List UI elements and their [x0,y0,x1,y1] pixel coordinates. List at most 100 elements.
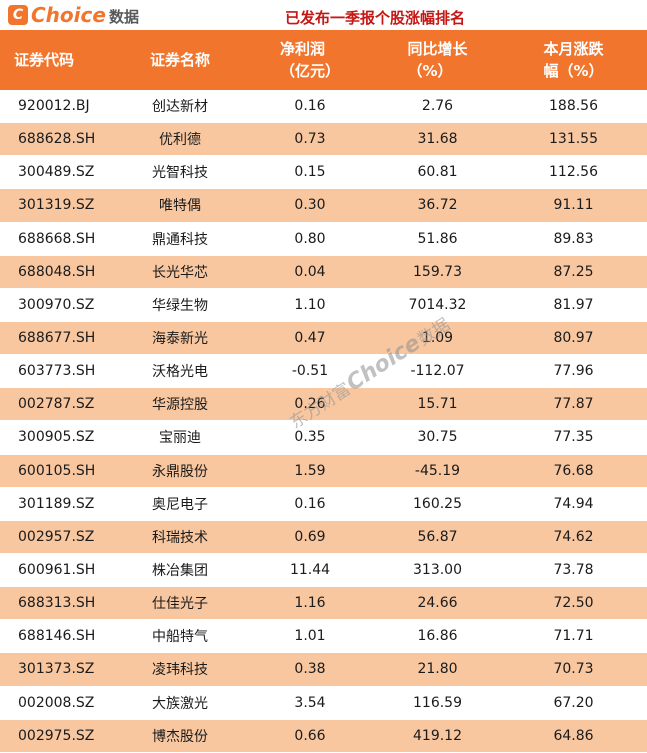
cell-yoy-growth: 21.80 [417,661,458,678]
cell-name: 唯特偶 [159,198,201,215]
cell-net-profit: -0.51 [291,363,329,380]
table-row: 688313.SH 仕佳光子 1.16 24.66 72.50 [0,587,647,621]
column-header-yoy-growth: 同比增长 （%） [375,30,500,90]
cell-name: 大族激光 [152,695,208,712]
cell-yoy-growth: 31.68 [417,131,458,148]
table-row: 301373.SZ 凌玮科技 0.38 21.80 70.73 [0,653,647,687]
column-header-net-profit-label: 净利润 （亿元） [280,38,340,82]
cell-name: 宝丽迪 [159,430,201,447]
cell-month-change: 67.20 [553,694,594,711]
cell-month-change: 70.73 [553,661,594,678]
table-body: 920012.BJ 创达新材 0.16 2.76 188.56 688628.SH 优利德 0… [0,90,647,753]
table-row: 688146.SH 中船特气 1.01 16.86 71.71 [0,620,647,654]
cell-name: 科瑞技术 [152,529,208,546]
column-header-code: 证券代码 [0,30,115,90]
column-header-month-change-label: 本月涨跌 幅（%） [543,38,603,82]
cell-yoy-growth: 60.81 [417,164,458,181]
cell-net-profit: 0.16 [294,495,326,512]
cell-net-profit: 3.54 [294,694,326,711]
cell-yoy-growth: 36.72 [417,197,458,214]
choice-logo-icon: C [8,5,28,25]
table-row: 300970.SZ 华绿生物 1.10 7014.32 81.97 [0,288,647,322]
cell-code: 600105.SH [18,462,96,479]
cell-yoy-growth: 56.87 [417,528,458,545]
cell-code: 688048.SH [18,263,96,280]
table-row: 301189.SZ 奥尼电子 0.16 160.25 74.94 [0,487,647,521]
table-header: 证券代码 证券名称 净利润 （亿元） 同比增长 （%） 本月涨跌 幅（%） [0,30,647,90]
column-header-yoy-growth-label: 同比增长 （%） [407,38,467,82]
cell-net-profit: 0.69 [294,528,326,545]
cell-code: 301189.SZ [18,495,95,512]
cell-month-change: 91.11 [553,197,594,214]
cell-net-profit: 0.16 [294,98,326,115]
cell-yoy-growth: 1.09 [421,330,454,347]
table-row: 688668.SH 鼎通科技 0.80 51.86 89.83 [0,222,647,256]
cell-code: 300970.SZ [18,296,95,313]
cell-net-profit: 1.01 [294,628,326,645]
cell-month-change: 77.87 [553,396,594,413]
cell-month-change: 64.86 [553,727,594,744]
cell-net-profit: 1.16 [294,595,326,612]
cell-month-change: 74.62 [553,528,594,545]
cell-yoy-growth: 15.71 [417,396,458,413]
cell-code: 688668.SH [18,230,96,247]
cell-name: 凌玮科技 [152,662,208,679]
cell-name: 博杰股份 [152,728,208,745]
cell-yoy-growth: -112.07 [410,363,465,380]
table-row: 920012.BJ 创达新材 0.16 2.76 188.56 [0,90,647,124]
table-row: 300489.SZ 光智科技 0.15 60.81 112.56 [0,156,647,190]
cell-code: 002008.SZ [18,694,95,711]
cell-net-profit: 1.59 [294,462,326,479]
page-title: 已发布一季报个股涨幅排名 [284,9,466,27]
cell-yoy-growth: 24.66 [417,595,458,612]
cell-code: 002957.SZ [18,528,95,545]
cell-yoy-growth: 116.59 [413,694,462,711]
table-row: 600961.SH 株冶集团 11.44 313.00 73.78 [0,553,647,588]
table-row: 688048.SH 长光华芯 0.04 159.73 87.25 [0,255,647,289]
cell-name: 光智科技 [152,165,208,182]
cell-yoy-growth: -45.19 [414,462,461,479]
cell-name: 奥尼电子 [152,496,208,513]
column-header-name: 证券名称 [115,30,245,90]
header-line-1: 同比增长 [407,40,468,58]
cell-yoy-growth: 30.75 [417,429,458,446]
cell-name: 株冶集团 [152,563,208,580]
cell-name: 沃格光电 [152,364,208,381]
cell-net-profit: 0.73 [294,131,326,148]
cell-yoy-growth: 7014.32 [408,296,467,313]
cell-yoy-growth: 419.12 [413,727,462,744]
cell-name: 优利德 [159,132,201,149]
cell-month-change: 89.83 [553,230,594,247]
cell-month-change: 72.50 [553,595,594,612]
cell-net-profit: 0.66 [294,727,326,744]
cell-code: 600961.SH [18,562,96,579]
cell-name: 长光华芯 [152,264,208,281]
header-line-1: 净利润 [279,40,325,58]
cell-yoy-growth: 2.76 [421,98,454,115]
cell-name: 华绿生物 [152,297,208,314]
cell-code: 688146.SH [18,628,96,645]
cell-code: 002975.SZ [18,727,95,744]
table-row: 688677.SH 海泰新光 0.47 1.09 80.97 [0,321,647,356]
table-row: 600105.SH 永鼎股份 1.59 -45.19 76.68 [0,454,647,488]
cell-code: 688677.SH [18,330,96,347]
header-line-2: （%） [407,62,453,80]
cell-code: 688628.SH [18,131,96,148]
table-row: 002975.SZ 博杰股份 0.66 419.12 64.86 [0,719,647,753]
cell-yoy-growth: 160.25 [413,495,462,512]
column-header-code-label: 证券代码 [14,51,75,69]
table-row: 002008.SZ 大族激光 3.54 116.59 67.20 [0,686,647,720]
cell-net-profit: 0.38 [294,661,326,678]
cell-month-change: 87.25 [553,263,594,280]
header-line-2: （亿元） [279,62,340,80]
cell-name: 创达新材 [152,99,208,116]
cell-code: 920012.BJ [18,98,90,115]
header-line-1: 本月涨跌 [543,40,604,58]
cell-net-profit: 0.80 [294,230,326,247]
cell-yoy-growth: 16.86 [417,628,458,645]
cell-net-profit: 0.26 [294,396,326,413]
cell-name: 中船特气 [152,629,208,646]
column-header-net-profit: 净利润 （亿元） [245,30,375,90]
cell-yoy-growth: 51.86 [417,230,458,247]
cell-month-change: 80.97 [553,330,594,347]
